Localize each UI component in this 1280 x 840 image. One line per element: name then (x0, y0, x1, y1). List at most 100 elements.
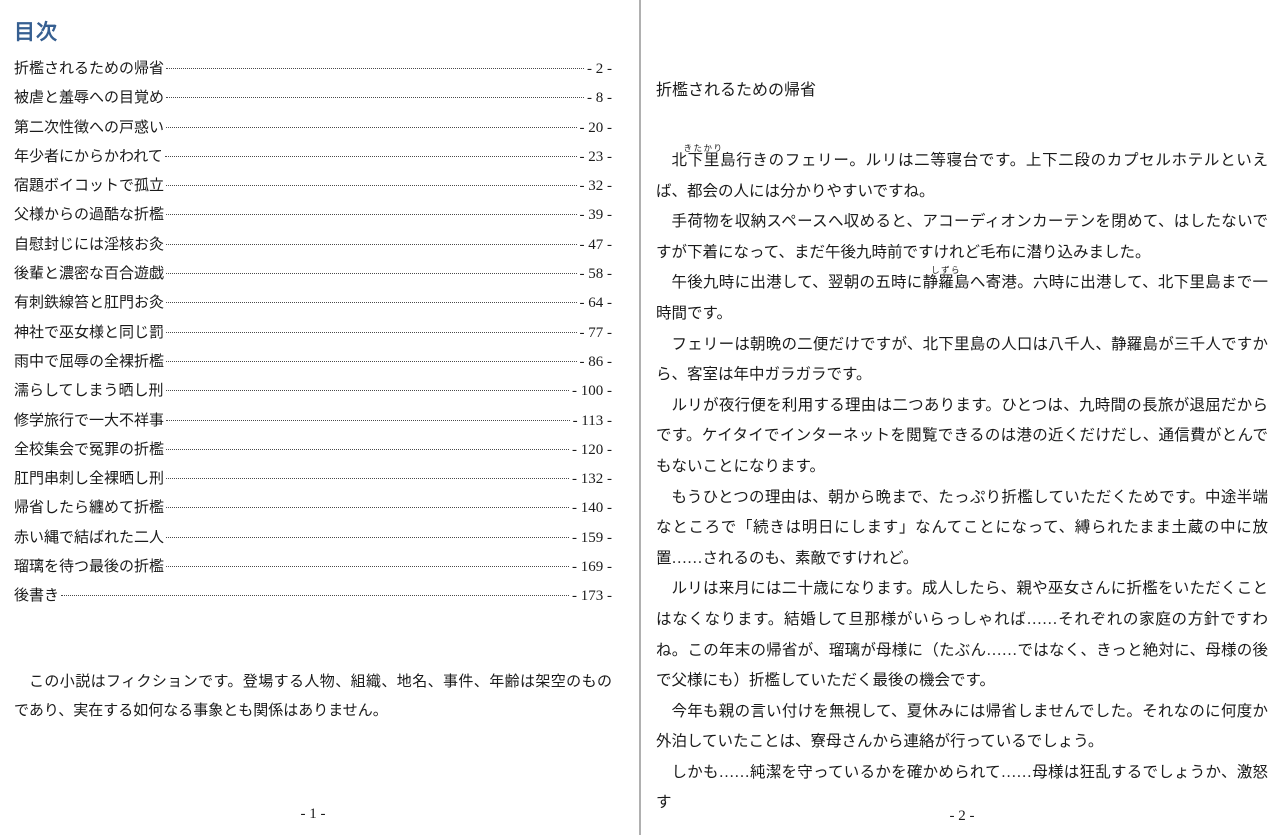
toc-entry-page: - 132 - (572, 471, 612, 488)
toc-entry[interactable]: 雨中で屈辱の全裸折檻 - 86 - (14, 348, 612, 377)
chapter-title: 折檻されるための帰省 (656, 82, 817, 99)
toc-entry-title: 雨中で屈辱の全裸折檻 (14, 353, 165, 370)
toc-entry[interactable]: 赤い縄で結ばれた二人 - 159 - (14, 524, 612, 553)
toc-entry-page: - 86 - (579, 353, 613, 370)
toc-entry-page: - 39 - (579, 207, 613, 224)
toc-entry-title: 有刺鉄線笞と肛門お灸 (14, 295, 165, 312)
toc-entry[interactable]: 濡らしてしまう晒し刑 - 100 - (14, 377, 612, 406)
furigana-base: 北下里 きたかり (672, 144, 723, 169)
toc-entry[interactable]: 折檻されるための帰省 - 2 - (14, 55, 612, 84)
toc-dot-leader (164, 155, 577, 157)
toc-dot-leader (166, 214, 577, 216)
toc-dot-leader (166, 566, 569, 568)
toc-list: 折檻されるための帰省 - 2 - 被虐と羞辱への目覚め - 8 - 第二次性徴への戸惑い… (14, 55, 612, 612)
toc-entry[interactable]: 有刺鉄線笞と肛門お灸 - 64 - (14, 289, 612, 318)
toc-entry[interactable]: 自慰封じには淫核お灸 - 47 - (14, 231, 612, 260)
body-paragraph: ルリは来月には二十歳になります。成人したら、親や巫女さんに折檻をいただくことはな… (656, 580, 1268, 690)
toc-entry[interactable]: 後輩と濃密な百合遊戯 - 58 - (14, 260, 612, 289)
toc-entry-title: 赤い縄で結ばれた二人 (14, 529, 165, 546)
toc-entry[interactable]: 瑠璃を待つ最後の折檻 - 169 - (14, 553, 612, 582)
toc-dot-leader (166, 243, 577, 245)
furigana-base: 静羅 しずら (923, 266, 960, 291)
toc-dot-leader (166, 331, 577, 333)
toc-entry-page: - 20 - (579, 119, 613, 136)
toc-entry-title: 修学旅行で一大不祥事 (14, 412, 165, 429)
toc-dot-leader (166, 360, 577, 362)
toc-entry-page: - 47 - (579, 236, 613, 253)
body-paragraph: 北下里 きたかり 島行きのフェリー。ルリは二等寝台です。上下二段のカプセルホテルとい… (656, 143, 1268, 200)
body-paragraph: ルリが夜行便を利用する理由は二つあります。ひとつは、九時間の長旅が退屈だからです… (656, 396, 1268, 475)
toc-entry[interactable]: 被虐と羞辱への目覚め - 8 - (14, 84, 612, 113)
toc-heading: 目次 (14, 21, 58, 44)
toc-entry-page: - 58 - (579, 266, 613, 283)
toc-dot-leader (166, 448, 569, 450)
toc-entry-title: 瑠璃を待つ最後の折檻 (14, 559, 165, 576)
toc-entry[interactable]: 父様からの過酷な折檻 - 39 - (14, 201, 612, 230)
toc-entry[interactable]: 修学旅行で一大不祥事 - 113 - (14, 407, 612, 436)
toc-entry-page: - 169 - (572, 559, 612, 576)
toc-entry-title: 年少者にからかわれて (14, 148, 163, 165)
toc-dot-leader (166, 419, 570, 421)
body-paragraph: 今年も親の言い付けを無視して、夏休みには帰省しませんでした。それなのに何度か外泊… (656, 702, 1268, 751)
body-paragraph: 午後九時に出港して、翌朝の五時に静羅 しずら 島へ寄港。六時に出港して、北下里島まで… (656, 265, 1268, 322)
toc-dot-leader (166, 507, 569, 509)
toc-entry-page: - 23 - (579, 148, 613, 165)
toc-entry-title: 第二次性徴への戸惑い (14, 119, 165, 136)
toc-entry-title: 全校集会で冤罪の折檻 (14, 441, 165, 458)
furigana-text: しずら (931, 265, 962, 276)
toc-entry-title: 被虐と羞辱への目覚め (14, 90, 165, 107)
chapter-body: 北下里 きたかり 島行きのフェリー。ルリは二等寝台です。上下二段のカプセルホテルとい… (656, 143, 1268, 819)
toc-dot-leader (166, 273, 577, 275)
body-paragraph: フェリーは朝晩の二便だけですが、北下里島の人口は八千人、静羅島が三千人ですから、… (656, 335, 1268, 384)
toc-entry[interactable]: 第二次性徴への戸惑い - 20 - (14, 114, 612, 143)
toc-entry-title: 肛門串刺し全裸晒し刑 (14, 471, 165, 488)
toc-dot-leader (166, 185, 577, 187)
toc-dot-leader (166, 536, 569, 538)
toc-entry-page: - 8 - (587, 90, 612, 107)
toc-entry-title: 後輩と濃密な百合遊戯 (14, 266, 165, 283)
page-toc: 目次 折檻されるための帰省 - 2 - 被虐と羞辱への目覚め - 8 - 第二次性徴への… (14, 21, 612, 822)
furigana-text: きたかり (683, 143, 724, 153)
toc-entry[interactable]: 年少者にからかわれて - 23 - (14, 143, 612, 172)
toc-dot-leader (166, 478, 569, 480)
page-divider (639, 0, 641, 835)
toc-entry-page: - 120 - (572, 441, 612, 458)
toc-entry[interactable]: 帰省したら纏めて折檻 - 140 - (14, 494, 612, 523)
page-chapter: 折檻されるための帰省 北下里 きたかり 島行きのフェリー。ルリは二等寝台です。上下二… (640, 0, 1280, 840)
toc-entry[interactable]: 神社で巫女様と同じ罰 - 77 - (14, 319, 612, 348)
toc-entry-title: 後書き (14, 588, 60, 605)
toc-entry-page: - 64 - (579, 295, 613, 312)
body-paragraph: もうひとつの理由は、朝から晩まで、たっぷり折檻していただくためです。中途半端なと… (656, 488, 1268, 567)
disclaimer-text: この小説はフィクションです。登場する人物、組織、地名、事件、年齢は架空のものであ… (14, 673, 612, 720)
toc-entry[interactable]: 後書き - 173 - (14, 582, 612, 611)
toc-entry-title: 自慰封じには淫核お灸 (14, 236, 165, 253)
toc-dot-leader (165, 390, 569, 392)
toc-dot-leader (166, 302, 577, 304)
toc-entry-title: 宿題ボイコットで孤立 (14, 178, 165, 195)
toc-entry-page: - 159 - (572, 529, 612, 546)
page-number-right: - 2 - (949, 808, 975, 824)
toc-entry[interactable]: 肛門串刺し全裸晒し刑 - 132 - (14, 465, 612, 494)
toc-dot-leader (166, 97, 584, 99)
toc-entry-page: - 140 - (572, 500, 612, 517)
toc-entry[interactable]: 全校集会で冤罪の折檻 - 120 - (14, 436, 612, 465)
toc-entry-title: 折檻されるための帰省 (14, 61, 165, 77)
toc-entry-title: 父様からの過酷な折檻 (14, 207, 165, 224)
toc-entry-page: - 32 - (579, 178, 613, 195)
toc-entry-title: 帰省したら纏めて折檻 (14, 500, 165, 517)
toc-dot-leader (61, 595, 569, 597)
toc-dot-leader (166, 68, 584, 69)
toc-entry-page: - 113 - (572, 412, 612, 429)
toc-dot-leader (166, 126, 577, 128)
body-paragraph: 手荷物を収納スペースへ収めると、アコーディオンカーテンを閉めて、はしたないですが… (656, 213, 1268, 261)
toc-entry-title: 神社で巫女様と同じ罰 (14, 324, 165, 341)
toc-entry[interactable]: 宿題ボイコットで孤立 - 32 - (14, 172, 612, 201)
body-paragraph: しかも……純潔を守っているかを確かめられて……母様は狂乱するでしょうか、激怒す (656, 763, 1268, 812)
page-number-left: - 1 - (300, 806, 326, 822)
toc-entry-page: - 100 - (572, 383, 612, 400)
toc-entry-page: - 2 - (587, 61, 612, 77)
toc-entry-title: 濡らしてしまう晒し刑 (14, 383, 164, 400)
toc-entry-page: - 77 - (579, 324, 613, 341)
toc-entry-page: - 173 - (572, 588, 612, 605)
